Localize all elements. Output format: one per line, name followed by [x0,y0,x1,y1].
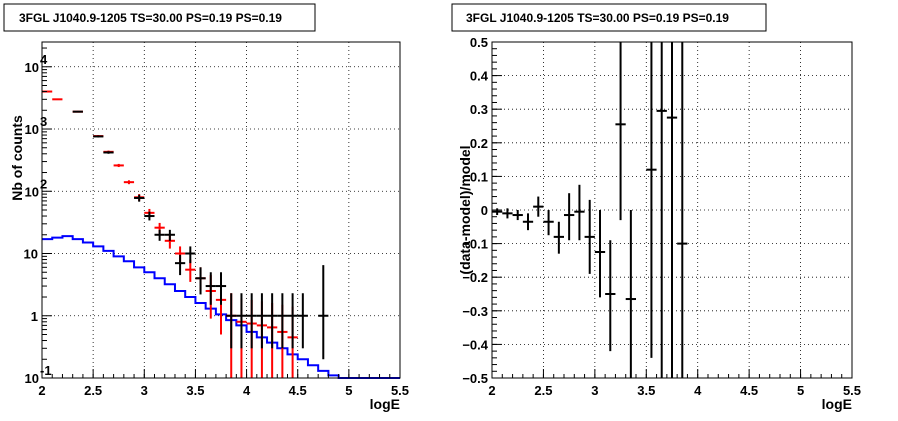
left-model-series [42,235,400,379]
left-y-tick-exponent: 2 [40,176,47,191]
right-y-tick-label: −0.2 [462,270,488,285]
right-title-box [451,3,767,32]
left-title-box [3,3,316,32]
left-y-tick-exponent: -1 [40,363,52,378]
left-y-tick-label: 1 [31,309,38,324]
left-model-step-line [42,235,400,379]
left-x-tick-label: 2.5 [84,383,102,398]
left-x-tick-label: 3.5 [186,383,204,398]
left-panel: 3FGL J1040.9-1205 TS=30.00 PS=0.19 PS=0.… [3,3,409,412]
right-x-axis-label: logE [822,396,852,412]
left-y-tick-label: 10 [25,122,39,137]
right-title: 3FGL J1040.9-1205 TS=30.00 PS=0.19 PS=0.… [466,11,729,25]
right-x-tick-label: 2 [488,383,495,398]
right-y-ticks: −0.5 −0.4 −0.3 −0.2 −0.1 0 0.1 0.2 0.3 0.4 0.5 [462,35,502,386]
left-title: 3FGL J1040.9-1205 TS=30.00 PS=0.19 PS=0.… [19,11,282,25]
left-x-ticks: 2 2.5 3 3.5 4 4.5 5 5.5 [38,369,409,398]
right-x-tick-label: 5 [797,383,804,398]
left-x-axis-label: logE [370,396,400,412]
right-y-tick-label: 0.4 [470,69,489,84]
left-grid [42,42,400,378]
right-y-tick-label: 0.3 [470,102,488,117]
left-y-tick-exponent: 3 [40,114,47,129]
left-x-tick-label: 4 [243,383,251,398]
right-y-tick-label: −0.1 [462,237,488,252]
right-y-tick-label: −0.3 [462,304,488,319]
right-y-tick-label: 0 [481,203,488,218]
right-y-axis-label: (data-model)/model [457,145,473,274]
left-y-tick-label: 10 [25,60,39,75]
left-y-tick-label: 10 [24,247,38,262]
right-residual-series [492,42,688,378]
right-x-tick-label: 4.5 [740,383,758,398]
right-x-tick-label: 3 [591,383,598,398]
right-y-tick-label: −0.5 [462,371,488,386]
right-x-tick-label: 5.5 [843,383,861,398]
right-x-tick-label: 3.5 [637,383,655,398]
left-x-tick-label: 3 [141,383,148,398]
right-y-tick-label: 0.5 [470,35,488,50]
right-x-ticks: 2 2.5 3 3.5 4 4.5 5 5.5 [488,369,861,398]
right-panel: 3FGL J1040.9-1205 TS=30.00 PS=0.19 PS=0.… [451,3,861,412]
right-y-tick-label: −0.4 [462,337,488,352]
left-x-tick-label: 5 [345,383,352,398]
right-x-tick-label: 2.5 [534,383,552,398]
left-y-axis-label: Nb of counts [9,115,25,201]
left-data-series [72,110,329,360]
left-y-tick-exponent: 4 [40,52,48,67]
left-y-tick-label: 10 [25,184,39,199]
right-y-tick-label: 0.2 [470,136,488,151]
left-x-tick-label: 2 [38,383,45,398]
left-y-tick-label: 10 [25,371,39,386]
left-x-tick-label: 5.5 [391,383,409,398]
left-x-tick-label: 4.5 [289,383,307,398]
right-y-tick-label: 0.1 [470,169,488,184]
right-x-tick-label: 4 [694,383,702,398]
